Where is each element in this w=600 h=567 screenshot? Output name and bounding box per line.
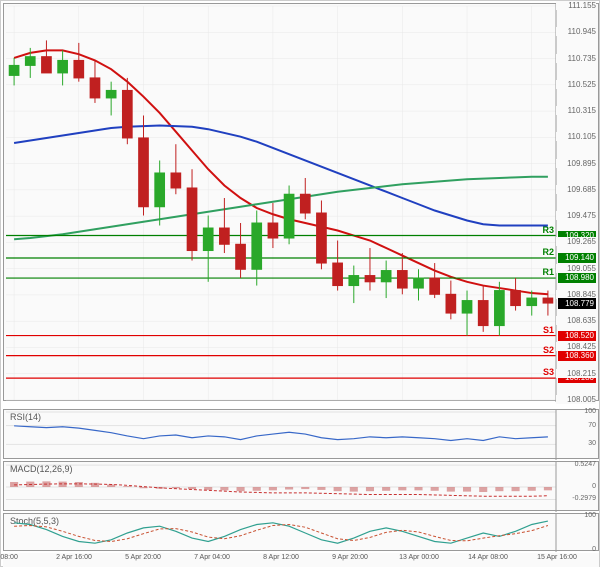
macd-ytick: 0 [566,483,596,490]
macd-ytick: -0.2979 [566,495,596,502]
rsi-ytick: 30 [566,440,596,447]
sr-name-R2: R2 [542,247,554,257]
price-ytick: 110.315 [556,106,596,115]
x-tick: pr 08:00 [0,554,35,561]
sr-value-R1: 108.980 [558,273,596,283]
macd-panel[interactable]: MACD(12,26,9) 0.5247 0 -0.2979 [3,461,599,511]
price-ytick: 109.685 [556,185,596,194]
price-chart-svg [4,4,600,402]
sr-name-R1: R1 [542,267,554,277]
price-ytick: 111.155 [556,1,596,10]
sr-value-S1: 108.520 [558,331,596,341]
macd-svg [4,462,600,512]
macd-ytick: 0.5247 [566,461,596,468]
sr-name-R3: R3 [542,225,554,235]
x-tick: 14 Apr 08:00 [458,554,518,561]
stoch-ytick: 100 [566,512,596,519]
rsi-label: RSI(14) [8,412,43,422]
sr-value-S2: 108.360 [558,351,596,361]
price-ytick: 109.055 [556,264,596,273]
x-tick: 2 Apr 16:00 [44,554,104,561]
price-panel[interactable]: R3109.320R2109.140R1108.980S1108.520S210… [3,3,599,401]
rsi-panel[interactable]: RSI(14) 30 70 100 [3,409,599,459]
sr-name-S2: S2 [543,345,554,355]
price-ytick: 108.005 [556,395,596,404]
x-tick: 15 Apr 16:00 [527,554,587,561]
x-tick: 8 Apr 12:00 [251,554,311,561]
price-ytick: 110.105 [556,132,596,141]
price-ytick: 109.475 [556,211,596,220]
x-axis: pr 08:00 2 Apr 16:00 5 Apr 20:00 7 Apr 04:0… [3,553,599,567]
current-price-box: 108.779 [558,298,596,309]
chart-container: R3109.320R2109.140R1108.980S1108.520S210… [0,0,600,567]
sr-name-S3: S3 [543,367,554,377]
price-ytick: 109.265 [556,237,596,246]
price-ytick: 110.525 [556,80,596,89]
price-ytick: 110.735 [556,54,596,63]
stoch-ytick: 0 [566,546,596,553]
x-tick: 7 Apr 04:00 [182,554,242,561]
rsi-svg [4,410,600,460]
price-ytick: 108.635 [556,316,596,325]
price-ytick: 110.945 [556,27,596,36]
price-ytick: 108.215 [556,369,596,378]
stoch-svg [4,514,600,552]
rsi-ytick: 70 [566,422,596,429]
stoch-label: Stoch(5,5,3) [8,516,61,526]
sr-value-R2: 109.140 [558,253,596,263]
price-ytick: 109.895 [556,159,596,168]
rsi-ytick: 100 [566,408,596,415]
stoch-panel[interactable]: Stoch(5,5,3) 100 0 [3,513,599,551]
x-tick: 5 Apr 20:00 [113,554,173,561]
x-tick: 9 Apr 20:00 [320,554,380,561]
macd-label: MACD(12,26,9) [8,464,75,474]
price-ytick: 108.425 [556,342,596,351]
sr-name-S1: S1 [543,325,554,335]
x-tick: 13 Apr 00:00 [389,554,449,561]
